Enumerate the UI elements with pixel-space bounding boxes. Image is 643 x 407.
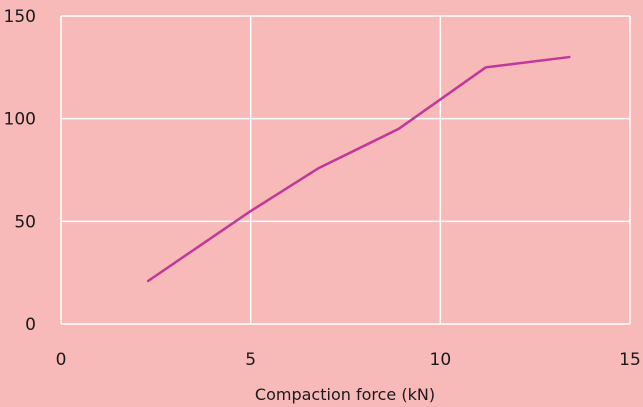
x-tick-label: 0 [56, 350, 67, 370]
x-axis-label: Compaction force (kN) [255, 385, 435, 404]
x-tick-labels: 0 5 10 15 [56, 350, 641, 370]
series-line [146, 55, 571, 283]
x-tick-label: 10 [430, 350, 452, 370]
data-point [249, 210, 252, 212]
data-point [485, 66, 487, 69]
y-tick-label: 50 [14, 212, 36, 232]
y-tick-label: 0 [25, 315, 36, 335]
data-point [147, 280, 150, 282]
y-tick-label: 150 [4, 7, 36, 27]
x-tick-label: 5 [245, 350, 256, 370]
y-tick-label: 100 [4, 110, 36, 130]
series-group [146, 55, 571, 283]
data-point [397, 128, 400, 130]
y-tick-labels: 0 50 100 150 [4, 7, 36, 335]
data-point [318, 167, 320, 169]
data-point [568, 56, 571, 58]
gridlines [60, 15, 631, 325]
x-tick-label: 15 [619, 350, 641, 370]
